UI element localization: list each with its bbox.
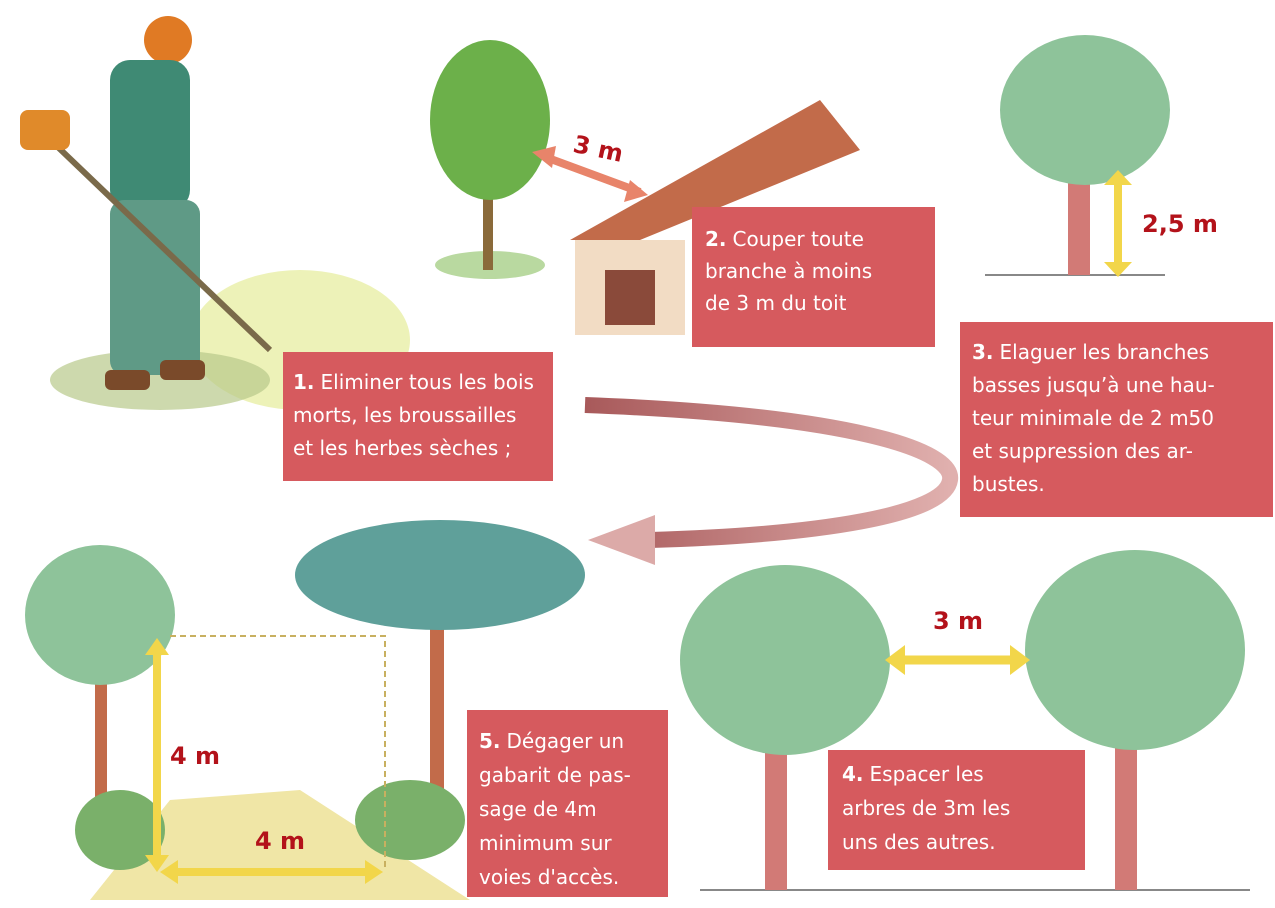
step-line: uns des autres.: [842, 830, 996, 854]
step-text: uns des autres.: [842, 830, 996, 854]
step-text: Elaguer les branches: [1000, 340, 1210, 364]
step-line: arbres de 3m les: [842, 796, 1010, 820]
page: 1.Eliminer tous les bois morts, les brous…: [0, 0, 1275, 908]
dimension-label: 4 m: [170, 742, 220, 770]
step-number: 4.: [842, 762, 864, 786]
dimension-label: 3 m: [571, 130, 626, 168]
step-text: teur minimale de 2 m50: [972, 406, 1214, 430]
step-text: de 3 m du toit: [705, 291, 847, 315]
cycle-arrow: [585, 405, 950, 565]
step-line: morts, les broussailles: [293, 403, 516, 427]
pruned-tree-illustration: [985, 35, 1170, 277]
step-line: voies d'accès.: [479, 865, 619, 889]
step-number: 2.: [705, 227, 727, 251]
dimension-label: 2,5 m: [1142, 210, 1218, 238]
step-number: 3.: [972, 340, 994, 364]
step-number: 1.: [293, 370, 315, 394]
step-line: gabarit de pas-: [479, 763, 631, 787]
step-line: bustes.: [972, 472, 1045, 496]
step-text: gabarit de pas-: [479, 763, 631, 787]
step-text: basses jusqu’à une hau-: [972, 373, 1215, 397]
step-line: de 3 m du toit: [705, 291, 847, 315]
step-line: et suppression des ar-: [972, 439, 1193, 463]
dimension-label: 4 m: [255, 827, 305, 855]
step-text: bustes.: [972, 472, 1045, 496]
step-text: morts, les broussailles: [293, 403, 516, 427]
step-text: Dégager un: [507, 729, 625, 753]
step-text: et les herbes sèches ;: [293, 436, 511, 460]
step-line: 3.Elaguer les branches: [972, 340, 1209, 364]
step-number: 5.: [479, 729, 501, 753]
step-text: branche à moins: [705, 259, 872, 283]
worker-illustration: [20, 16, 410, 410]
step-line: basses jusqu’à une hau-: [972, 373, 1215, 397]
step-line: sage de 4m: [479, 797, 597, 821]
step-line: 1.Eliminer tous les bois: [293, 370, 534, 394]
step-text: minimum sur: [479, 831, 612, 855]
step-text: Espacer les: [870, 762, 984, 786]
step-text: sage de 4m: [479, 797, 597, 821]
step-text: Couper toute: [733, 227, 864, 251]
step-line: et les herbes sèches ;: [293, 436, 511, 460]
step-text: voies d'accès.: [479, 865, 619, 889]
step-line: 4.Espacer les: [842, 762, 984, 786]
step-text: Eliminer tous les bois: [321, 370, 534, 394]
dimension-label: 3 m: [933, 607, 983, 635]
step-text: et suppression des ar-: [972, 439, 1193, 463]
step-text: arbres de 3m les: [842, 796, 1010, 820]
infographic: 1.Eliminer tous les bois morts, les brous…: [0, 0, 1275, 908]
step-line: branche à moins: [705, 259, 872, 283]
step-line: teur minimale de 2 m50: [972, 406, 1214, 430]
step-line: minimum sur: [479, 831, 612, 855]
